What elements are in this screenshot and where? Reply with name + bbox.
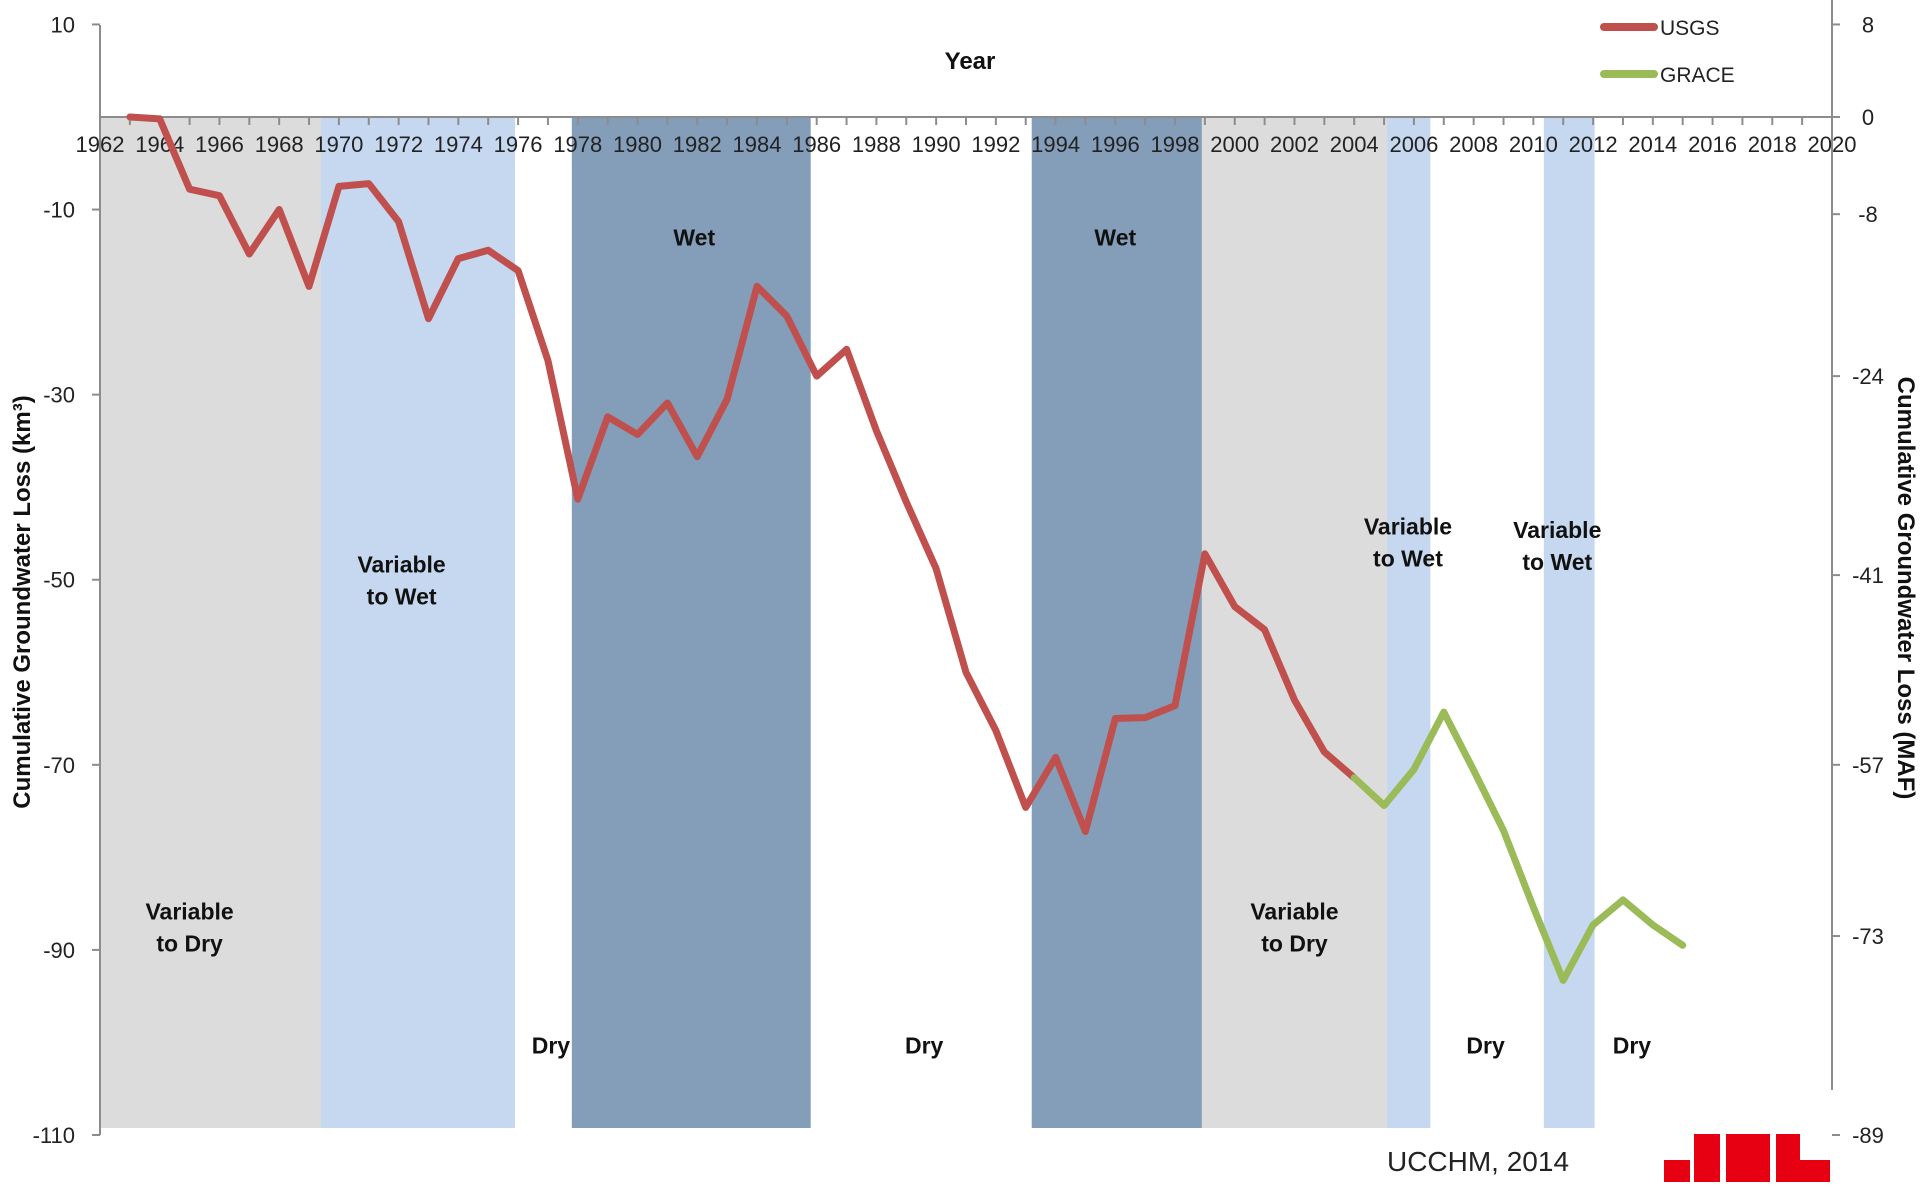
region-label: Variable to Dry [145,898,233,956]
x-tick-label: 2004 [1330,132,1379,157]
x-tick-label: 2016 [1688,132,1737,157]
region-label-line: Wet [1094,225,1136,251]
region-label-line: to Dry [156,930,223,956]
y-tick-label-left: -10 [43,198,75,223]
y-tick-label-left: -30 [43,383,75,408]
source-credit: UCCHM, 2014 [1387,1146,1569,1177]
region-label: Variable to Dry [1250,898,1338,956]
region-label-line: Variable [357,551,445,577]
region-label-line: Dry [1466,1033,1505,1059]
region-label-line: Dry [1613,1033,1652,1059]
x-tick-label: 2018 [1748,132,1797,157]
axes: 1962 1964 1966 1968 1970 1972 1974 1976 1978 1980… [33,0,1884,1148]
region-label-line: to Dry [1261,930,1328,956]
region-label: Variable to Wet [357,551,445,609]
y-tick-label-left: 10 [51,12,75,37]
x-tick-label: 1966 [195,132,244,157]
y-tick-label-left: -50 [43,568,75,593]
region-label: Wet [673,225,715,251]
x-tick-label: 2014 [1628,132,1677,157]
x-tick-label: 1990 [912,132,961,157]
region-band [1201,117,1388,1128]
region-label: Variable to Wet [1364,513,1452,571]
region-label: Wet [1094,225,1136,251]
x-tick-label: 1996 [1091,132,1140,157]
x-tick-label: 1998 [1151,132,1200,157]
y-tick-label-right: -89 [1852,1123,1884,1148]
series-lines [126,113,1687,984]
x-tick-label: 2000 [1210,132,1259,157]
legend-label: USGS [1660,17,1720,40]
legend-label: GRACE [1660,64,1735,87]
region-bands [100,117,1595,1128]
region-label-line: Variable [1250,898,1338,924]
legend: USGS GRACE [1600,17,1735,87]
y-axis-title-right: Cumulative Groundwater Loss (MAF) [1892,377,1919,800]
y-tick-label-right: -41 [1852,563,1884,588]
region-label-line: Variable [1364,513,1452,539]
x-tick-label: 1962 [76,132,125,157]
y-tick-label-right: -24 [1852,364,1884,389]
x-tick-label: 1984 [732,132,781,157]
region-band [320,117,516,1128]
x-tick-label: 1992 [971,132,1020,157]
x-tick-label: 2010 [1509,132,1558,157]
y-tick-label-left: -110 [33,1123,75,1148]
y-tick-label-right: -57 [1852,753,1884,778]
x-tick-label: 2020 [1808,132,1857,157]
region-band [571,117,811,1128]
y-tick-label-right: 8 [1862,12,1874,37]
x-tick-label: 1968 [255,132,304,157]
x-tick-label: 1972 [374,132,423,157]
region-label-line: to Wet [367,583,437,609]
region-label-line: to Wet [1522,549,1592,575]
x-tick-label: 2006 [1389,132,1438,157]
region-label-line: Wet [673,225,715,251]
region-label-line: Dry [905,1033,944,1059]
y-tick-label-left: -90 [43,938,75,963]
y-axis-title-left: Cumulative Groundwater Loss (km³) [9,395,36,808]
x-tick-label: 2008 [1449,132,1498,157]
region-label: Dry [532,1033,571,1059]
region-label-line: Variable [1513,517,1601,543]
x-tick-label: 1976 [494,132,543,157]
x-tick-label: 1974 [434,132,483,157]
x-tick-label: 1978 [553,132,602,157]
region-band [100,117,321,1128]
series-line-grace [1350,708,1687,984]
region-label: Dry [905,1033,944,1059]
y-tick-label-right: -8 [1858,202,1878,227]
y-tick-label-right: 0 [1862,105,1874,130]
x-tick-label: 1982 [673,132,722,157]
y-tick-label-right: -73 [1852,924,1884,949]
x-tick-label: 2012 [1569,132,1618,157]
region-label-line: Variable [145,898,233,924]
region-labels: Variable to Dry Variable to Wet Dry Wet Dry Wet… [145,225,1651,1059]
jpl-logo [1664,1134,1830,1182]
series-line-usgs [126,113,1358,835]
region-label-line: Dry [532,1033,571,1059]
region-label-line: to Wet [1373,545,1443,571]
x-tick-label: 1970 [314,132,363,157]
x-tick-label: 1988 [852,132,901,157]
region-label: Variable to Wet [1513,517,1601,575]
x-tick-label: 1980 [613,132,662,157]
y-tick-label-left: -70 [43,753,75,778]
region-label: Dry [1613,1033,1652,1059]
region-band [1031,117,1202,1128]
x-tick-label: 1986 [792,132,841,157]
x-tick-label: 2002 [1270,132,1319,157]
region-label: Dry [1466,1033,1505,1059]
region-band [1387,117,1431,1128]
x-tick-label: 1994 [1031,132,1080,157]
x-axis-title: Year [945,48,996,75]
